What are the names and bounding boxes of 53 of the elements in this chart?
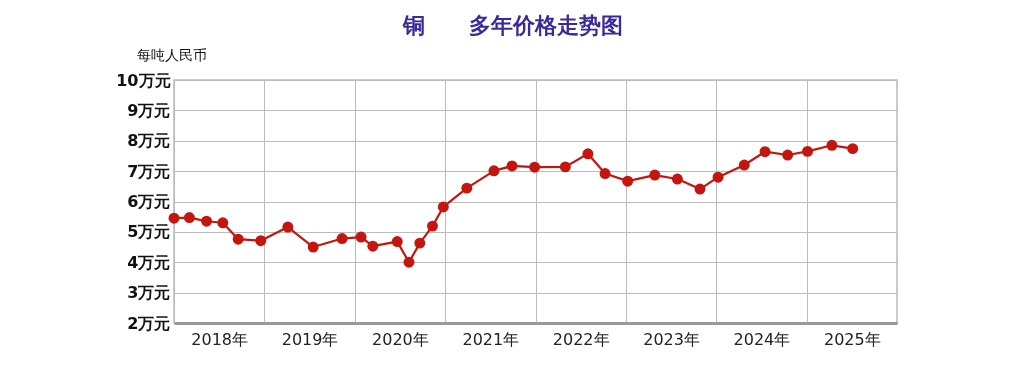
x-tick-label: 2024年 [733,329,791,349]
y-tick-label: 6万元 [127,192,171,211]
y-tick-label: 7万元 [127,161,171,181]
point [802,145,814,157]
y-tick-label: 9万元 [127,100,171,120]
point [559,161,571,173]
point [826,139,838,151]
point [391,236,403,248]
point [355,231,367,243]
point [414,237,426,249]
x-tick-label: 2019年 [281,329,339,349]
point [694,183,706,195]
point [649,169,661,181]
point [307,241,319,253]
y-tick-label: 4万元 [127,252,171,272]
y-axis-title: 每吨人民币 [136,46,207,63]
x-tick-label: 2025年 [823,329,881,349]
x-tick-label: 2022年 [552,329,610,349]
point [599,168,611,180]
point [622,175,634,187]
point [506,160,518,172]
point [437,201,449,213]
point [782,149,794,161]
point [168,212,180,224]
x-tick-label: 2020年 [372,329,429,349]
point [336,233,348,245]
y-tick-label: 8万元 [127,131,171,151]
point [488,165,500,177]
point [582,148,594,160]
point [255,235,267,247]
point [671,173,683,185]
x-tick-label: 2023年 [643,329,700,349]
point [529,161,541,173]
y-tick-label: 2万元 [127,313,171,333]
point [847,143,859,155]
point [217,217,229,229]
point [183,212,195,224]
y-tick-label: 5万元 [127,222,171,242]
y-tick-label: 3万元 [127,283,171,303]
point [759,146,771,158]
x-tick-label: 2021年 [462,329,520,349]
point [461,182,473,194]
point [427,220,438,232]
x-tick-label: 2018年 [191,329,249,349]
point [232,233,244,245]
point [403,256,415,268]
point [282,221,294,233]
point [367,240,379,252]
chart-title: 铜 多年价格走势图 [401,13,623,38]
y-tick-label: 10万元 [116,70,171,90]
point [712,171,724,183]
point [738,159,750,171]
point [201,215,213,227]
